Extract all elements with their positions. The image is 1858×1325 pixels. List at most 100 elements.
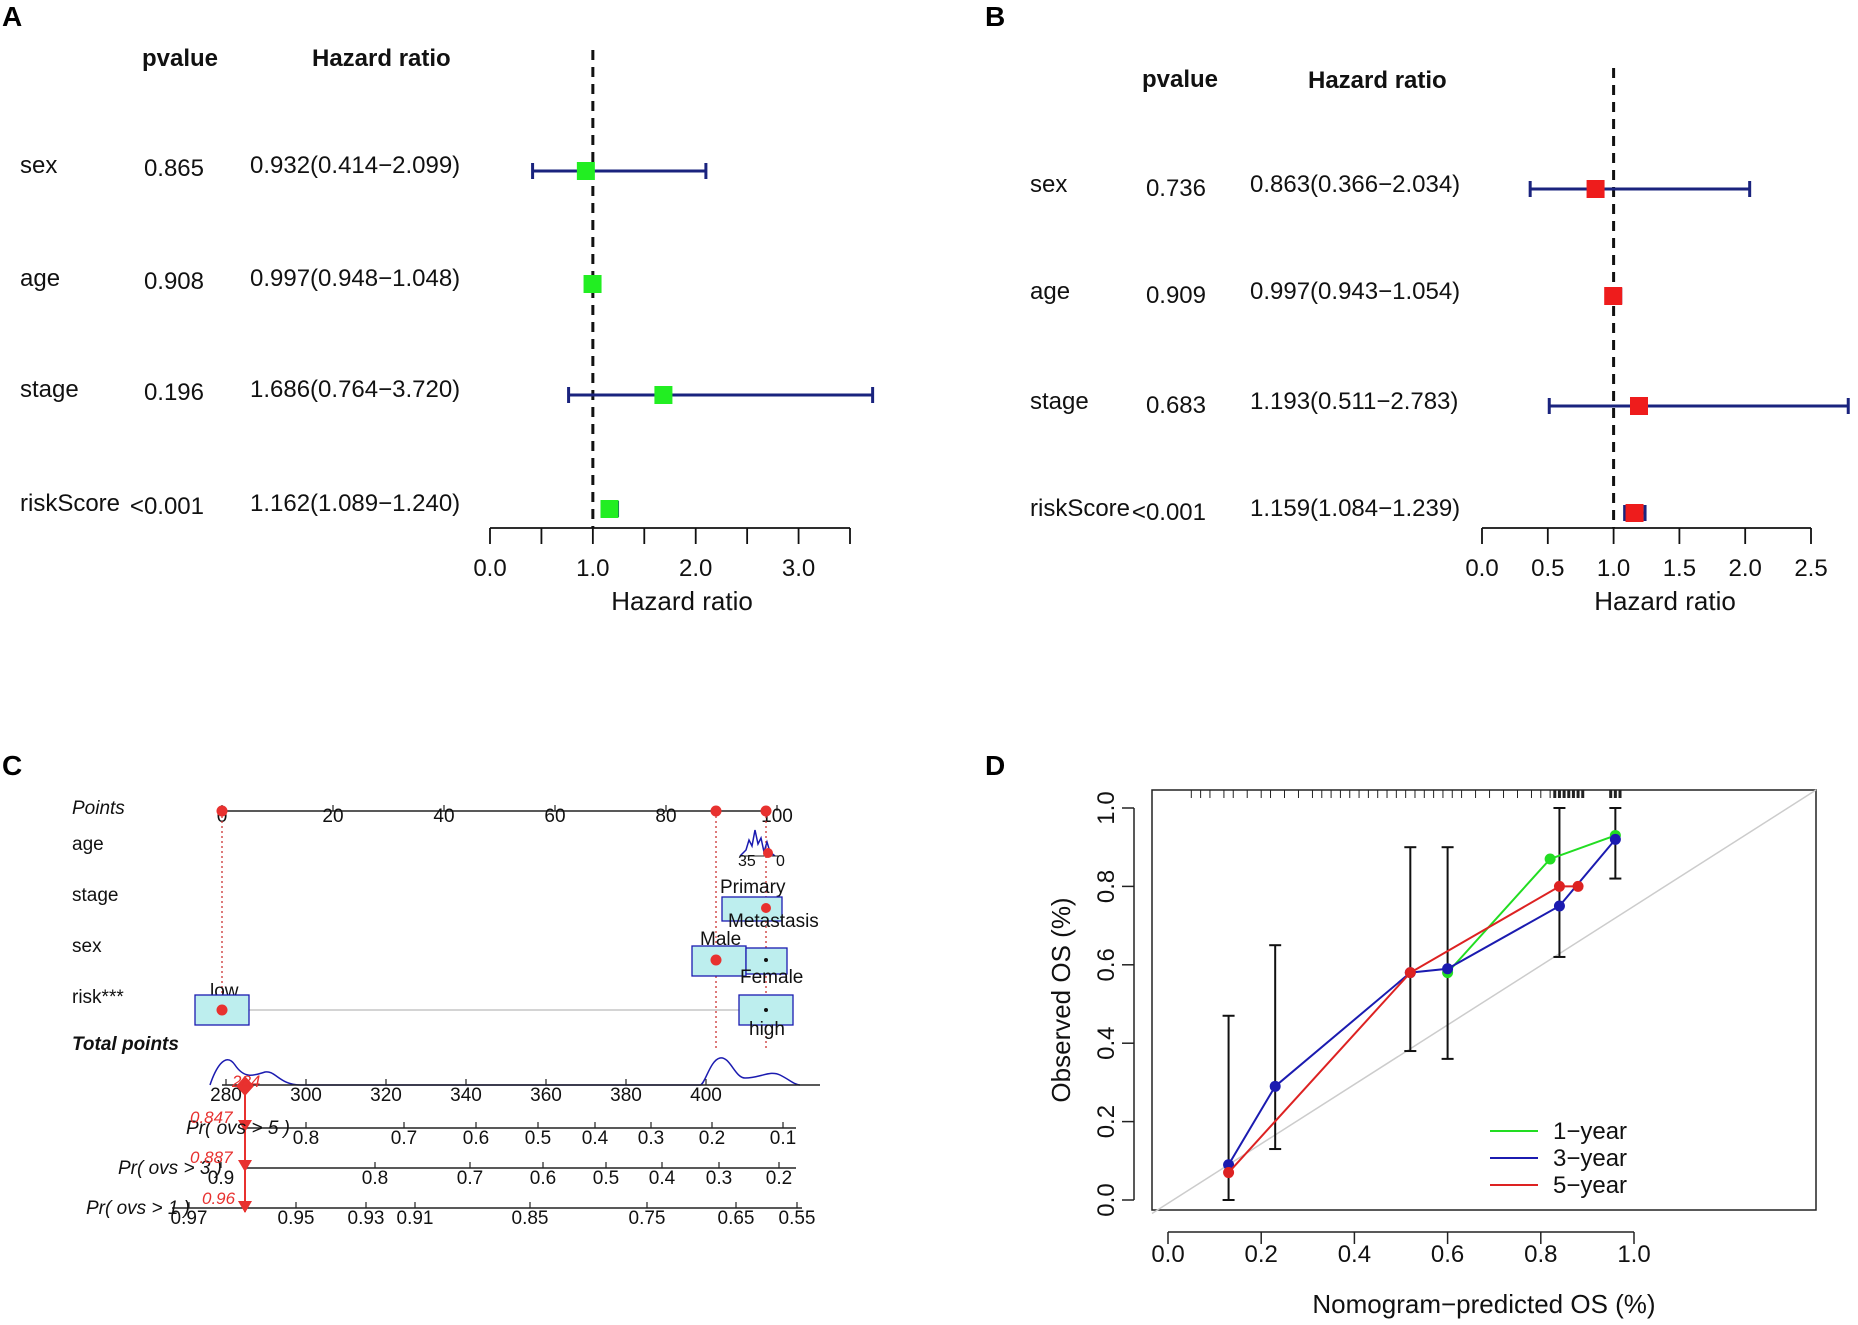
calibration-line: [1227, 838, 1617, 1166]
hazard-ratio-marker: [654, 386, 673, 404]
total-tick-label: 320: [370, 1085, 402, 1106]
hazard-ratio-header: Hazard ratio: [312, 45, 451, 72]
hazard-ratio-text: 0.863(0.366−2.034): [1250, 171, 1460, 198]
pr3-value: 0.887: [190, 1148, 233, 1167]
hazard-ratio-marker: [1629, 397, 1648, 415]
pvalue-header: pvalue: [1142, 66, 1218, 93]
hazard-ratio-marker: [1586, 180, 1605, 198]
hazard-ratio-marker: [1604, 287, 1623, 305]
probability-tick-label: 0.3: [706, 1168, 732, 1189]
hazard-ratio-text: 0.997(0.948−1.048): [250, 265, 460, 292]
panel-label-b: B: [985, 1, 1005, 32]
x-axis-title: Hazard ratio: [1594, 586, 1736, 616]
calibration-point: [1223, 1167, 1235, 1179]
x-axis-title: Hazard ratio: [611, 586, 753, 616]
calibration-point: [1404, 967, 1416, 979]
probability-tick-label: 0.75: [629, 1208, 666, 1229]
row-label: stage: [1030, 388, 1089, 415]
points-tick-label: 20: [322, 806, 343, 827]
total-points-value: 284: [231, 1072, 260, 1091]
risk-value-marker: [216, 1004, 228, 1016]
risk-points-marker: [216, 805, 228, 817]
stage-points-marker: [760, 805, 772, 817]
p-value: <0.001: [130, 493, 204, 520]
points-tick-label: 80: [655, 806, 676, 827]
y-tick-label: 0.2: [1093, 1105, 1120, 1138]
total-tick-label: 400: [690, 1085, 722, 1106]
pr1-marker: [238, 1201, 252, 1213]
points-tick-label: 60: [544, 806, 565, 827]
calibration-plot: 0.0 0.2 0.4 0.6 0.8 1.0 0.0 0.2 0.4 0.6 0.8 1.0 Nom…: [1046, 789, 1817, 1319]
total-points-density: [209, 1057, 801, 1086]
probability-tick-label: 0.2: [766, 1168, 792, 1189]
x-tick-label: 0.2: [1245, 1241, 1278, 1268]
y-tick-label: 1.0: [1093, 791, 1120, 824]
row-label: riskScore: [1030, 495, 1130, 522]
probability-tick-label: 0.93: [348, 1208, 385, 1229]
row-label: sex: [1030, 171, 1067, 198]
p-value: 0.909: [1146, 282, 1206, 309]
probability-tick-label: 0.5: [593, 1168, 619, 1189]
hazard-ratio-marker: [600, 500, 619, 518]
probability-tick-label: 0.3: [638, 1128, 664, 1149]
total-tick-label: 280: [210, 1085, 242, 1106]
total-tick-label: 360: [530, 1085, 562, 1106]
row-label: stage: [20, 376, 79, 403]
hazard-ratio-marker: [1625, 504, 1644, 522]
p-value: 0.865: [144, 155, 204, 182]
y-tick-label: 0.0: [1093, 1183, 1120, 1216]
plot-frame: [1151, 789, 1817, 1211]
y-axis-title: Observed OS (%): [1046, 897, 1076, 1102]
forest-plot-a: pvalue Hazard ratio sex 0.865 0.932(0.414−…: [20, 45, 875, 616]
x-axis-title: Nomogram−predicted OS (%): [1312, 1289, 1655, 1319]
x-tick-label: 2.0: [1729, 555, 1762, 582]
age-value-marker: [763, 848, 773, 858]
calibration-point: [1269, 1080, 1281, 1092]
pr5-marker: [238, 1120, 252, 1132]
row-label: age: [20, 265, 60, 292]
calibration-point: [1553, 880, 1565, 892]
points-tick-label: 40: [433, 806, 454, 827]
x-tick-label: 0.0: [473, 555, 506, 582]
age-density: [739, 829, 776, 857]
hazard-ratio-marker: [576, 162, 595, 180]
ideal-diagonal: [1151, 789, 1817, 1215]
panel-label-d: D: [985, 750, 1005, 781]
p-value: 0.908: [144, 268, 204, 295]
legend-label: 3−year: [1553, 1145, 1627, 1172]
high-dot: [764, 1008, 768, 1012]
hazard-ratio-text: 1.162(1.089−1.240): [250, 490, 460, 517]
probability-tick-label: 0.7: [457, 1168, 483, 1189]
calibration-point: [1609, 833, 1621, 845]
nomogram: Points age stage sex risk*** Total point…: [72, 798, 820, 1229]
sex-level-male: Male: [700, 929, 741, 950]
probability-tick-label: 0.5: [525, 1128, 551, 1149]
row-label: age: [1030, 278, 1070, 305]
probability-tick-label: 0.85: [512, 1208, 549, 1229]
y-tick-label: 0.6: [1093, 948, 1120, 981]
sex-level-female: Female: [740, 967, 803, 988]
total-points-label: Total points: [72, 1034, 179, 1055]
x-tick-label: 0.5: [1531, 555, 1564, 582]
hazard-ratio-text: 1.686(0.764−3.720): [250, 376, 460, 403]
probability-tick-label: 0.65: [718, 1208, 755, 1229]
age-label: age: [72, 834, 104, 855]
hazard-ratio-header: Hazard ratio: [1308, 67, 1447, 94]
pr5-value: 0.847: [190, 1108, 233, 1127]
x-tick-label: 3.0: [782, 555, 815, 582]
stage-label: stage: [72, 885, 118, 906]
calibration-point: [1544, 853, 1556, 865]
x-tick-label: 1.5: [1663, 555, 1696, 582]
probability-tick-label: 0.1: [770, 1128, 796, 1149]
pr3-label: Pr( ovs > 3 ): [118, 1158, 222, 1179]
pr1-value: 0.96: [202, 1189, 236, 1208]
sex-points-marker: [710, 805, 722, 817]
panel-label-c: C: [2, 750, 22, 781]
probability-tick-label: 0.8: [362, 1168, 388, 1189]
calibration-line: [1446, 834, 1616, 974]
legend-label: 5−year: [1553, 1172, 1627, 1199]
p-value: 0.683: [1146, 392, 1206, 419]
probability-tick-label: 0.8: [293, 1128, 319, 1149]
total-tick-label: 300: [290, 1085, 322, 1106]
